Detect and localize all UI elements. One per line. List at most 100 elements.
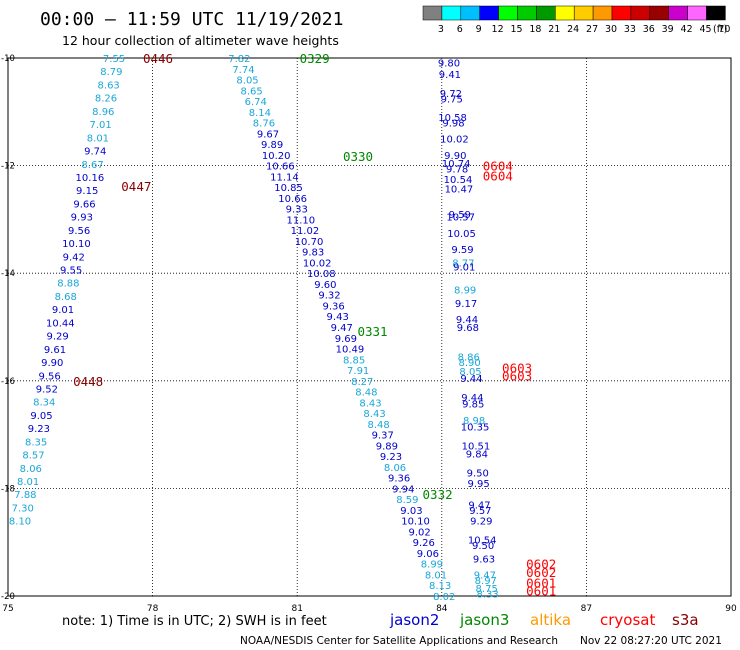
- colorbar-label: 24: [567, 24, 579, 35]
- pass-time-label: 0448: [73, 374, 103, 389]
- swh-value-label: 9.94: [392, 484, 414, 495]
- swh-value-label: 8.35: [25, 437, 47, 448]
- swh-value-label: 10.70: [295, 237, 324, 248]
- swh-value-label: 10.66: [266, 162, 295, 173]
- swh-value-label: 9.67: [257, 129, 279, 140]
- legend-entry-cryosat: cryosat: [600, 611, 655, 629]
- swh-value-label: 8.57: [22, 451, 44, 462]
- axis-tick-labels: 75 78 81 84 87 90 -10 -12 -14 -16 -18 -20: [1, 54, 737, 614]
- swh-value-label: 10.85: [274, 183, 303, 194]
- swh-value-label: 10.08: [307, 269, 336, 280]
- chart-title: 00:00 – 11:59 UTC 11/19/2021: [40, 9, 343, 30]
- x-tick-label: 84: [436, 604, 448, 614]
- colorbar-swatch: [630, 5, 651, 21]
- pass-time-label: 0601: [526, 576, 556, 591]
- colorbar-swatch: [611, 5, 632, 21]
- swh-value-label: 6.74: [245, 97, 267, 108]
- swh-value-label: 10.66: [278, 194, 307, 205]
- swh-value-label: 8.06: [384, 463, 406, 474]
- legend-entry-s3a: s3a: [672, 611, 699, 629]
- swh-value-label: 9.47: [331, 323, 353, 334]
- swh-value-label: 8.75: [476, 584, 498, 595]
- colorbar-swatch: [668, 5, 688, 21]
- swh-value-label: 8.48: [355, 388, 377, 399]
- colorbar-label: 36: [643, 24, 655, 35]
- swh-value-label: 9.06: [417, 549, 439, 560]
- swh-value-label: 8.85: [343, 355, 365, 366]
- swh-value-label: 9.63: [473, 554, 495, 565]
- swh-value-label: 7.01: [89, 120, 111, 131]
- swh-value-label: 9.47: [468, 501, 490, 512]
- swh-value-label: 10.54: [468, 536, 497, 547]
- swh-value-label: 8.43: [359, 398, 381, 409]
- swh-value-label: 10.49: [336, 345, 365, 356]
- legend-entry-jason2: jason2: [389, 611, 439, 629]
- swh-value-label: 7.88: [14, 490, 36, 501]
- swh-value-label: 11.14: [270, 172, 299, 183]
- swh-value-label: 8.67: [81, 160, 103, 171]
- pass-time-label: 0329: [300, 51, 330, 66]
- swh-value-label: 9.29: [47, 332, 69, 343]
- swh-value-label: 10.54: [444, 175, 473, 186]
- swh-value-label: 8.43: [363, 409, 385, 420]
- footer-credit: NOAA/NESDIS Center for Satellite Applica…: [240, 635, 558, 647]
- swh-value-label: 9.33: [286, 205, 308, 216]
- swh-value-label: 9.29: [470, 517, 492, 528]
- swh-value-label: 8.68: [55, 292, 77, 303]
- swh-value-label: 10.44: [46, 318, 75, 329]
- colorbar-swatch: [460, 5, 480, 21]
- colorbar-label: 21: [548, 24, 560, 35]
- y-tick-label: -10: [1, 54, 15, 64]
- swh-value-label: 11.10: [286, 215, 315, 226]
- swh-value-label: 8.86: [458, 353, 480, 364]
- footer-note: note: 1) Time is in UTC; 2) SWH is in fe…: [62, 614, 327, 629]
- colorbar-label: 15: [510, 24, 522, 35]
- swh-value-label: 8.05: [459, 367, 481, 378]
- swh-value-label: 9.26: [413, 538, 435, 549]
- swh-value-label: 9.55: [60, 266, 82, 277]
- legend-entry-altika: altika: [530, 611, 571, 629]
- swh-value-label: 9.89: [376, 441, 398, 452]
- pass-time-label: 0330: [343, 149, 373, 164]
- swh-value-label: 9.23: [28, 424, 50, 435]
- satellite-legend: jason2 jason3 altika cryosat s3a: [389, 611, 699, 629]
- satellite-tracks: 7.55 8.79 8.63 8.26 8.96 7.01 8.01 9.74 8.67 10.1…: [9, 51, 556, 603]
- swh-value-label: 10.74: [442, 159, 471, 170]
- swh-value-label: 9.50: [472, 541, 494, 552]
- swh-value-label: 9.32: [318, 291, 340, 302]
- colorbar-swatch: [573, 5, 594, 21]
- track-2: 7.827.748.058.656.748.148.769.679.8910.2…: [228, 51, 455, 603]
- swh-value-label: 9.83: [302, 248, 324, 259]
- swh-value-label: 9.80: [438, 58, 460, 69]
- colorbar-label: 30: [605, 24, 617, 35]
- swh-value-label: 9.95: [467, 479, 489, 490]
- colorbar-swatch: [536, 5, 556, 21]
- colorbar-label: 70: [718, 24, 730, 35]
- swh-value-label: 9.50: [467, 468, 489, 479]
- plot-area: 75 78 81 84 87 90 -10 -12 -14 -16 -18 -20 7.55 8.79 8…: [1, 51, 737, 614]
- swh-value-label: 8.14: [249, 108, 271, 119]
- swh-value-label: 8.01: [425, 570, 447, 581]
- swh-value-label: 9.01: [52, 305, 74, 316]
- swh-value-label: 7.55: [103, 54, 125, 65]
- pass-time-label: 0604: [483, 159, 513, 174]
- swh-value-label: 9.36: [388, 474, 410, 485]
- pass-time-label: 0602: [526, 557, 556, 572]
- pass-time-label: 0602: [526, 565, 556, 580]
- swh-value-label: 8.63: [98, 80, 120, 91]
- swh-value-label: 9.57: [469, 506, 491, 517]
- colorbar-label: 33: [624, 24, 636, 35]
- swh-value-label: 9.02: [408, 527, 430, 538]
- swh-value-label: 8.13: [429, 581, 451, 592]
- swh-value-label: 10.20: [262, 151, 291, 162]
- pass-time-label: 0331: [357, 324, 387, 339]
- swh-value-label: 9.47: [474, 570, 496, 581]
- pass-time-label: 0447: [121, 179, 151, 194]
- colorbar-label: 42: [681, 24, 693, 35]
- swh-value-label: 9.68: [457, 323, 479, 334]
- colorbar-swatch: [479, 5, 499, 21]
- swh-value-label: 9.66: [73, 199, 95, 210]
- y-tick-label: -18: [1, 484, 15, 494]
- swh-value-label: 8.27: [351, 377, 373, 388]
